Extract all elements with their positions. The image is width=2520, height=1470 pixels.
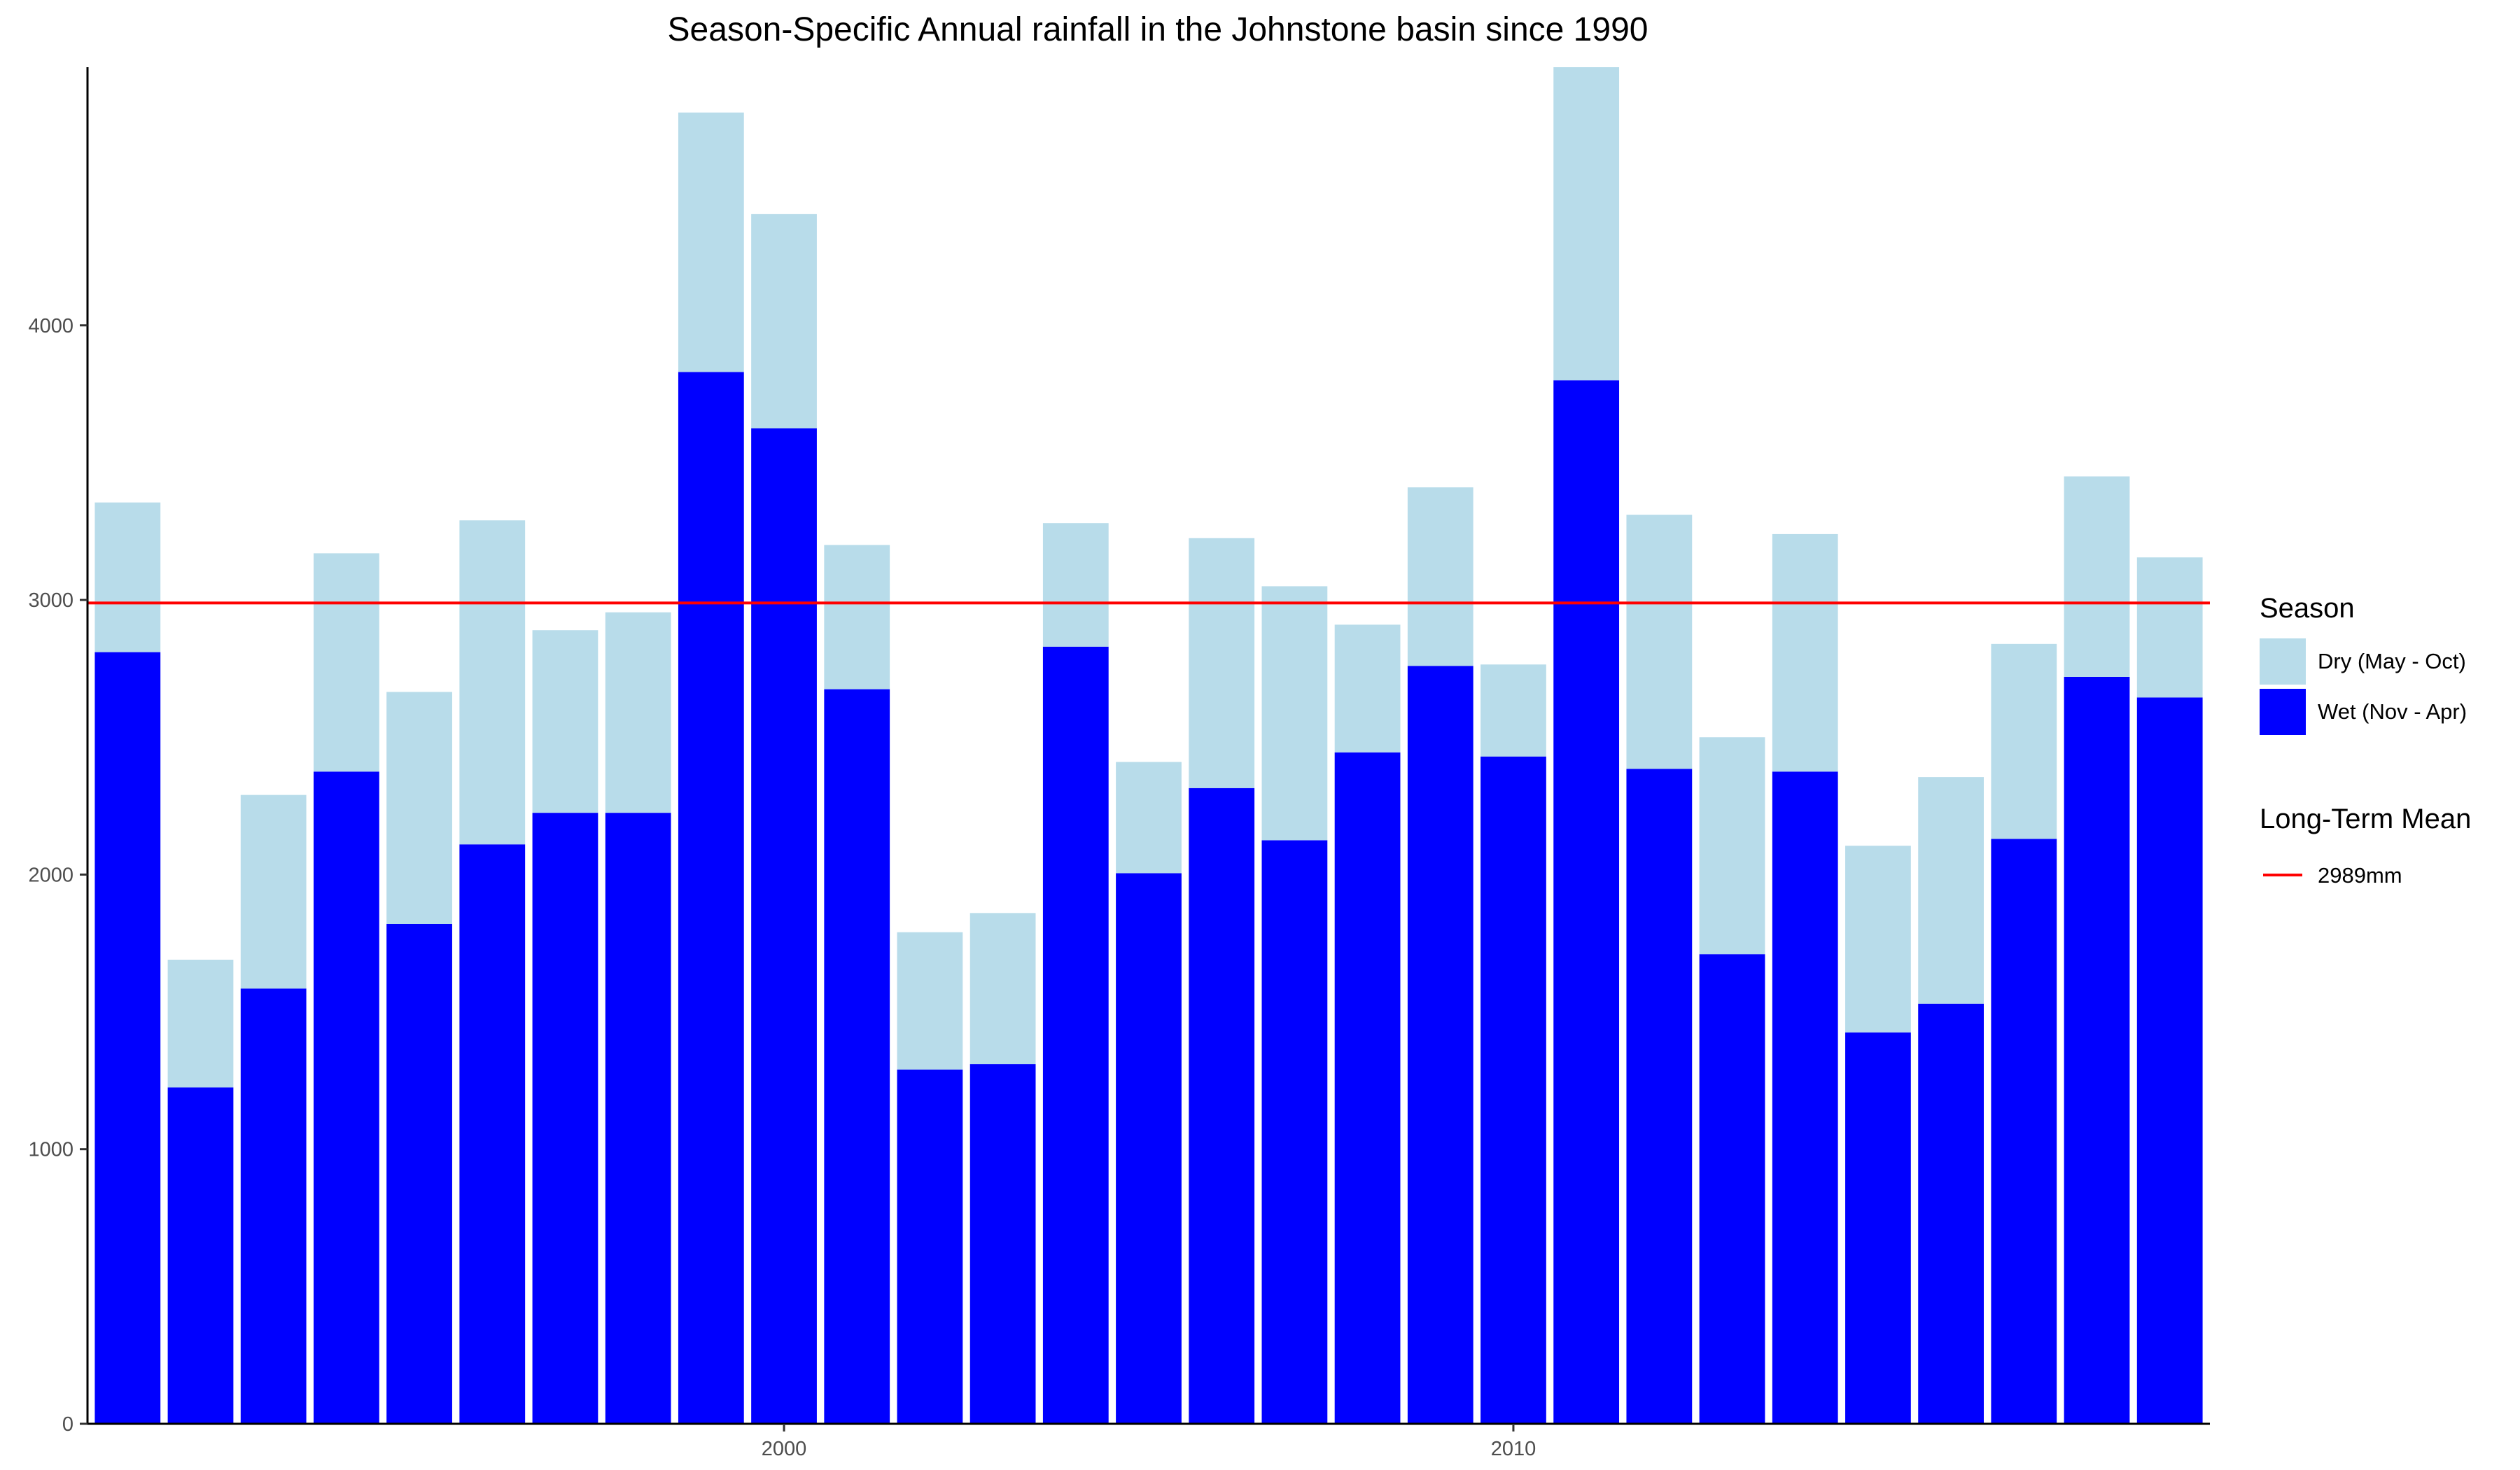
x-tick-label: 2000 (762, 1438, 807, 1460)
dry-bar-2016 (1918, 777, 1984, 1004)
dry-bar-2004 (1042, 523, 1109, 647)
y-tick-label: 4000 (28, 315, 74, 337)
dry-bar-2000 (751, 214, 817, 428)
bars-layer (94, 67, 2203, 1424)
wet-bar-1991 (94, 652, 161, 1424)
dry-bar-1992 (167, 960, 234, 1088)
dry-bar-1999 (678, 112, 744, 372)
wet-bar-2013 (1699, 954, 1765, 1424)
dry-bar-2018 (2064, 476, 2130, 677)
wet-bar-2018 (2064, 676, 2130, 1424)
wet-bar-1993 (240, 988, 307, 1424)
wet-bar-2006 (1189, 788, 1255, 1424)
dry-bar-2011 (1553, 67, 1620, 381)
chart-title: Season-Specific Annual rainfall in the J… (668, 11, 1648, 48)
x-tick-label: 2010 (1491, 1438, 1536, 1460)
wet-bar-2005 (1116, 873, 1182, 1424)
dry-bar-2001 (824, 545, 890, 690)
wet-bar-2014 (1772, 771, 1838, 1424)
wet-bar-2002 (897, 1069, 963, 1424)
dry-bar-2010 (1480, 664, 1546, 757)
y-tick-label: 1000 (28, 1139, 74, 1161)
wet-bar-1992 (167, 1087, 234, 1424)
dry-bar-1997 (532, 630, 598, 813)
dry-bar-2019 (2136, 557, 2203, 698)
wet-bar-2012 (1626, 769, 1693, 1424)
dry-bar-2014 (1772, 533, 1838, 772)
wet-bar-1998 (605, 813, 671, 1424)
dry-bar-2005 (1116, 762, 1182, 874)
wet-bar-2004 (1042, 646, 1109, 1424)
legend-label-dry: Dry (May - Oct) (2318, 649, 2466, 673)
legend-mean-title: Long-Term Mean (2260, 804, 2471, 834)
dry-bar-2012 (1626, 514, 1693, 769)
wet-bar-1999 (678, 372, 744, 1424)
dry-bar-1994 (313, 553, 379, 772)
axes: 0 1000 2000 3000 4000 2000 2010 (28, 67, 2210, 1460)
dry-bar-2017 (1991, 643, 2057, 839)
legend: Season Dry (May - Oct) Wet (Nov - Apr) Long… (2260, 593, 2471, 888)
legend-key-wet (2260, 689, 2306, 735)
legend-season-title: Season (2260, 593, 2355, 624)
dry-bar-1998 (605, 612, 671, 813)
dry-bar-2006 (1189, 538, 1255, 788)
dry-bar-1991 (94, 502, 161, 652)
wet-bar-2003 (969, 1064, 1036, 1424)
dry-bar-1996 (459, 520, 526, 845)
wet-bar-2009 (1407, 666, 1474, 1424)
wet-bar-2008 (1334, 752, 1401, 1424)
wet-bar-1997 (532, 813, 598, 1424)
dry-bar-2015 (1845, 846, 1911, 1032)
wet-bar-1995 (386, 924, 452, 1424)
legend-label-wet: Wet (Nov - Apr) (2318, 699, 2467, 724)
wet-bar-1996 (459, 844, 526, 1424)
dry-bar-2007 (1261, 586, 1328, 841)
y-tick-label: 2000 (28, 864, 74, 886)
wet-bar-2010 (1480, 756, 1546, 1424)
legend-label-mean: 2989mm (2318, 863, 2402, 888)
wet-bar-2017 (1991, 839, 2057, 1424)
dry-bar-1993 (240, 794, 307, 989)
dry-bar-2009 (1407, 487, 1474, 666)
dry-bar-2008 (1334, 624, 1401, 752)
y-tick-label: 0 (62, 1413, 74, 1436)
dry-bar-2013 (1699, 737, 1765, 955)
wet-bar-2000 (751, 428, 817, 1424)
legend-key-dry (2260, 638, 2306, 685)
dry-bar-2002 (897, 932, 963, 1070)
wet-bar-2011 (1553, 380, 1620, 1424)
wet-bar-2007 (1261, 840, 1328, 1424)
dry-bar-1995 (386, 692, 452, 924)
dry-bar-2003 (969, 913, 1036, 1065)
wet-bar-2019 (2136, 697, 2203, 1424)
wet-bar-2015 (1845, 1032, 1911, 1424)
y-tick-label: 3000 (28, 589, 74, 612)
wet-bar-1994 (313, 771, 379, 1424)
wet-bar-2016 (1918, 1003, 1984, 1424)
wet-bar-2001 (824, 689, 890, 1424)
